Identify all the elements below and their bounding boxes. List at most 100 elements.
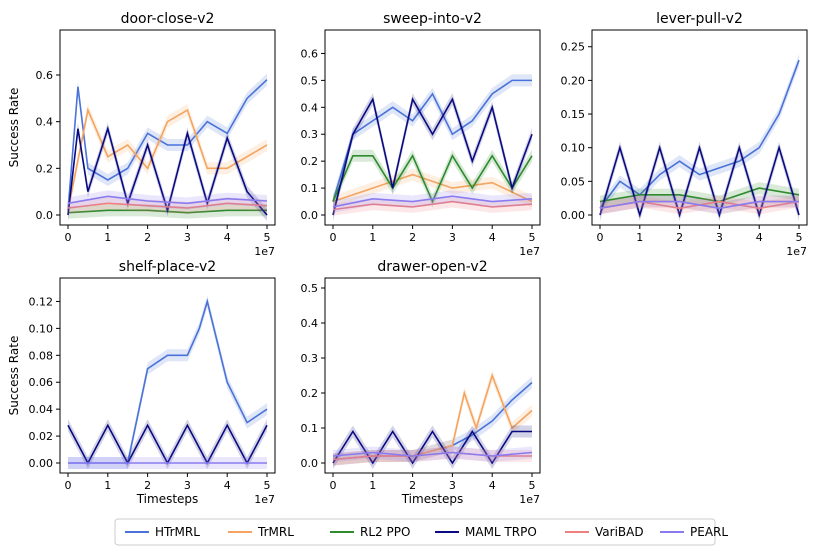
x-tick-label: 1 <box>104 479 111 492</box>
series-line <box>332 195 533 208</box>
x-tick-label: 3 <box>449 231 456 244</box>
series-line <box>599 200 799 210</box>
y-tick-label: 0.05 <box>561 175 586 188</box>
x-tick-label: 0 <box>65 231 72 244</box>
y-tick-label: 0.04 <box>29 403 54 416</box>
y-tick-label: 0.5 <box>301 74 319 87</box>
x-tick-label: 0 <box>65 479 72 492</box>
plot-frame <box>59 277 276 474</box>
series-line <box>332 97 533 216</box>
y-axis-label: Success Rate <box>7 336 21 416</box>
series-line <box>67 79 268 211</box>
x-axis-label: Timesteps <box>401 492 464 506</box>
series-band <box>68 104 267 217</box>
y-tick-label: 0.2 <box>301 155 319 168</box>
x-multiplier: 1e7 <box>519 493 540 506</box>
series-band <box>600 182 799 208</box>
y-tick-label: 0.3 <box>301 128 319 141</box>
y-tick-label: 0.0 <box>301 457 319 470</box>
x-multiplier: 1e7 <box>786 245 807 258</box>
x-tick-label: 4 <box>224 479 231 492</box>
series-line <box>332 79 532 202</box>
x-tick-label: 1 <box>104 231 111 244</box>
x-multiplier: 1e7 <box>519 245 540 258</box>
x-tick-label: 2 <box>409 231 416 244</box>
y-tick-label: 0.2 <box>301 387 319 400</box>
legend-label: HTrMRL <box>155 525 200 539</box>
series-line <box>599 144 800 218</box>
plot-frame <box>324 29 541 226</box>
y-tick-label: 0.4 <box>36 116 54 129</box>
y-tick-label: 0.3 <box>301 352 319 365</box>
x-tick-label: 2 <box>144 479 151 492</box>
y-tick-label: 0.25 <box>561 41 586 54</box>
x-tick-label: 4 <box>756 231 763 244</box>
x-tick-label: 1 <box>369 231 376 244</box>
series-line <box>67 125 268 216</box>
x-tick-label: 2 <box>144 231 151 244</box>
series-line <box>67 107 268 211</box>
y-tick-label: 0.02 <box>29 430 54 443</box>
x-tick-label: 0 <box>330 231 337 244</box>
plot-frame <box>59 29 276 226</box>
y-tick-label: 0.06 <box>29 376 54 389</box>
chart-title: shelf-place-v2 <box>119 259 216 275</box>
chart-title: door-close-v2 <box>121 11 215 27</box>
x-tick-label: 5 <box>529 479 536 492</box>
series-line <box>67 195 268 205</box>
x-tick-label: 4 <box>224 231 231 244</box>
x-tick-label: 3 <box>716 231 723 244</box>
y-tick-label: 0.10 <box>29 322 54 335</box>
x-tick-label: 4 <box>489 479 496 492</box>
x-tick-label: 0 <box>597 231 604 244</box>
y-tick-label: 0.6 <box>36 69 54 82</box>
plot-frame <box>591 29 808 226</box>
x-multiplier: 1e7 <box>254 493 275 506</box>
y-tick-label: 0.5 <box>301 282 319 295</box>
series-line <box>332 200 533 211</box>
chart-title: sweep-into-v2 <box>383 11 482 27</box>
x-multiplier: 1e7 <box>254 245 275 258</box>
series-band <box>333 369 532 466</box>
x-tick-label: 3 <box>184 479 191 492</box>
x-tick-label: 3 <box>184 231 191 244</box>
y-tick-label: 0.1 <box>301 422 319 435</box>
x-tick-label: 2 <box>676 231 683 244</box>
x-tick-label: 5 <box>264 231 271 244</box>
y-tick-label: 0.08 <box>29 349 54 362</box>
series-line <box>332 154 533 204</box>
series-line <box>68 298 268 464</box>
y-tick-label: 0.2 <box>36 162 54 175</box>
y-axis-label: Success Rate <box>7 88 21 168</box>
series-line <box>332 451 533 457</box>
x-tick-label: 5 <box>264 479 271 492</box>
legend-label: RL2 PPO <box>360 525 410 539</box>
y-tick-label: 0.15 <box>561 108 586 121</box>
x-tick-label: 1 <box>369 479 376 492</box>
y-tick-label: 0.0 <box>301 209 319 222</box>
legend: HTrMRL TrMRL RL2 PPO MAML TRPO VariBAD PEARL <box>114 518 728 546</box>
series-line <box>332 173 533 203</box>
y-tick-label: 0.4 <box>301 317 319 330</box>
series-band <box>333 446 532 466</box>
y-tick-label: 0.20 <box>561 74 586 87</box>
legend-label: VariBAD <box>595 525 644 539</box>
y-tick-label: 0.1 <box>301 182 319 195</box>
series-band <box>333 425 532 469</box>
x-tick-label: 3 <box>449 479 456 492</box>
series-line <box>67 202 268 209</box>
x-tick-label: 2 <box>409 479 416 492</box>
x-tick-label: 5 <box>796 231 803 244</box>
plot-frame <box>324 277 541 474</box>
y-tick-label: 0.12 <box>29 295 54 308</box>
chart-title: lever-pull-v2 <box>656 11 743 27</box>
y-tick-label: 0.00 <box>29 457 54 470</box>
series-band <box>333 190 532 213</box>
series-line <box>599 187 800 203</box>
